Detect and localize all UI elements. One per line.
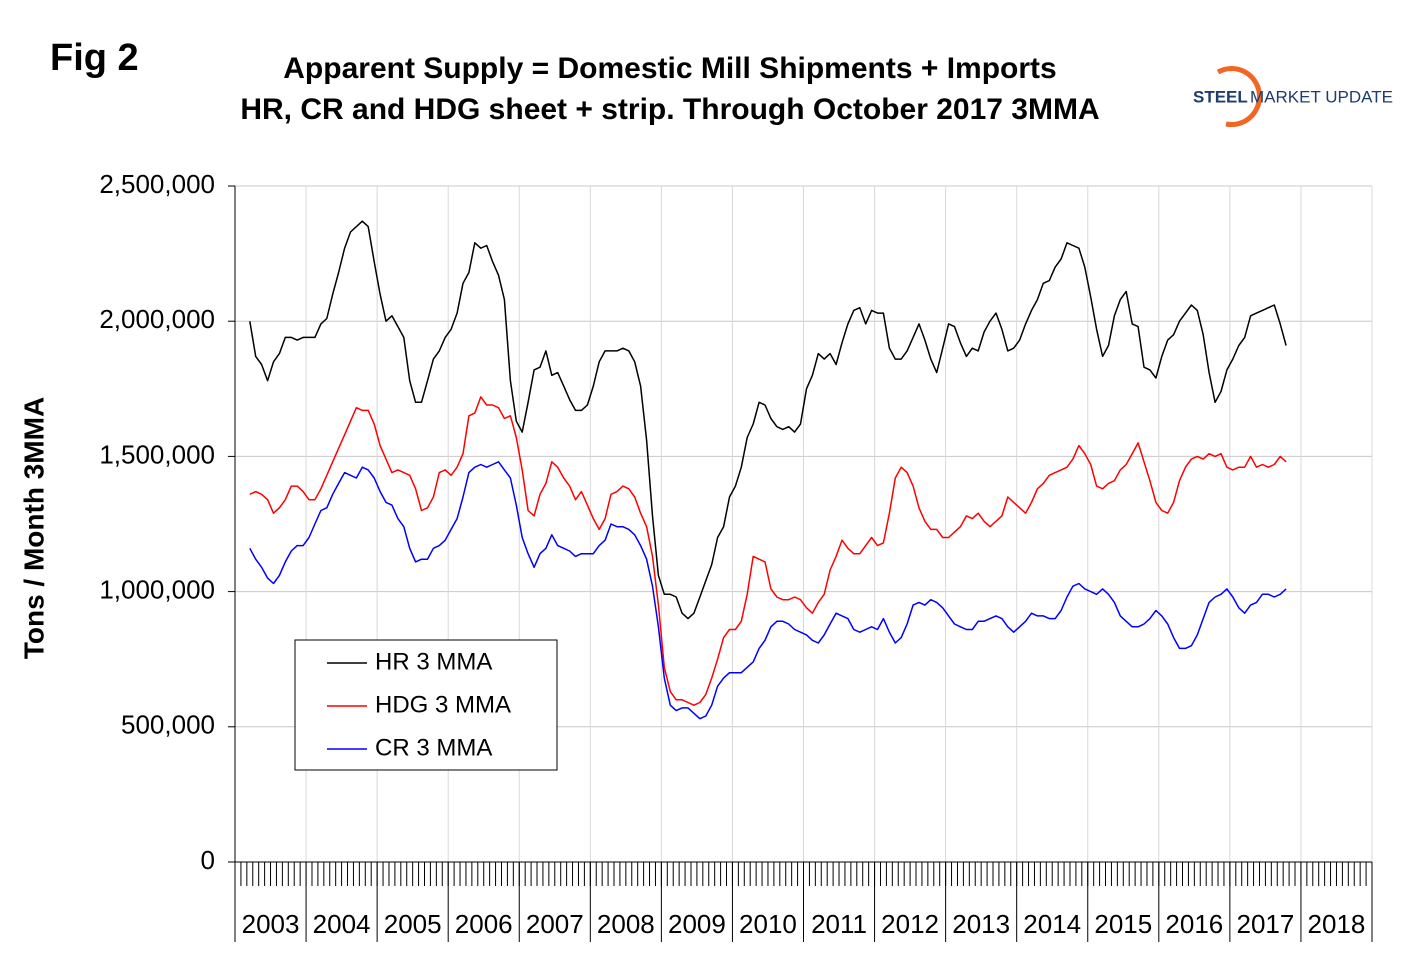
logo-text: MARKET UPDATE bbox=[1250, 87, 1393, 106]
series-line bbox=[249, 461, 1287, 720]
y-tick-label: 500,000 bbox=[121, 710, 215, 740]
x-group-label: 2003 bbox=[242, 909, 300, 939]
x-group-label: 2017 bbox=[1236, 909, 1294, 939]
x-group-label: 2013 bbox=[952, 909, 1010, 939]
legend-label: HDG 3 MMA bbox=[375, 691, 511, 718]
x-group-label: 2005 bbox=[384, 909, 442, 939]
y-tick-label: 1,000,000 bbox=[99, 574, 215, 604]
chart-title: HR, CR and HDG sheet + strip. Through Oc… bbox=[240, 93, 1099, 126]
logo-swoosh bbox=[1216, 66, 1262, 128]
fig-label: Fig 2 bbox=[50, 37, 139, 79]
series-line bbox=[249, 396, 1287, 706]
chart-title: Apparent Supply = Domestic Mill Shipment… bbox=[283, 52, 1056, 85]
y-tick-label: 0 bbox=[201, 845, 215, 875]
x-group-label: 2015 bbox=[1094, 909, 1152, 939]
y-tick-label: 2,500,000 bbox=[99, 169, 215, 199]
y-tick-label: 1,500,000 bbox=[99, 439, 215, 469]
x-group-label: 2010 bbox=[739, 909, 797, 939]
x-group-label: 2014 bbox=[1023, 909, 1081, 939]
x-group-label: 2006 bbox=[455, 909, 513, 939]
x-group-label: 2012 bbox=[881, 909, 939, 939]
series-line bbox=[249, 220, 1287, 620]
legend-box bbox=[294, 639, 558, 771]
x-group-label: 2007 bbox=[526, 909, 584, 939]
logo: STEEL MARKET UPDATE bbox=[1193, 66, 1393, 128]
y-axis-label: Tons / Month 3MMA bbox=[18, 397, 49, 659]
x-group-label: 2004 bbox=[313, 909, 371, 939]
logo-text: STEEL bbox=[1193, 87, 1248, 106]
y-tick-label: 2,000,000 bbox=[99, 304, 215, 334]
x-group-label: 2018 bbox=[1308, 909, 1366, 939]
x-group-label: 2016 bbox=[1165, 909, 1223, 939]
x-group-label: 2009 bbox=[668, 909, 726, 939]
x-group-label: 2008 bbox=[597, 909, 655, 939]
legend-label: CR 3 MMA bbox=[375, 734, 492, 761]
legend-label: HR 3 MMA bbox=[375, 648, 492, 675]
x-group-label: 2011 bbox=[811, 909, 867, 939]
